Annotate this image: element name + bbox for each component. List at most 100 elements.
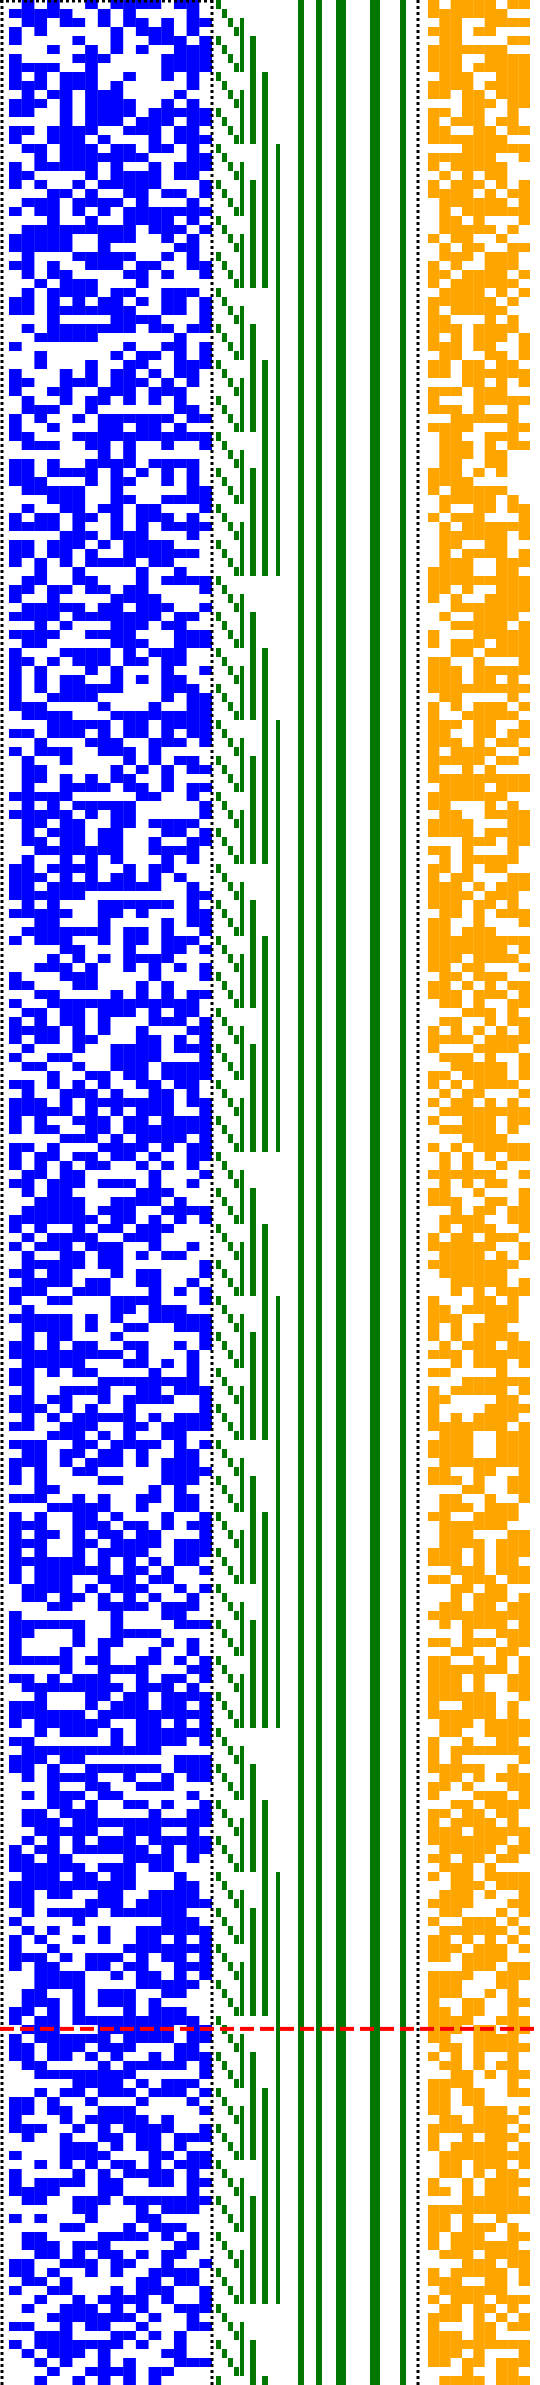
- right-bit-cell: [484, 2268, 496, 2277]
- right-bit-cell: [507, 189, 519, 198]
- middle-step-cell: [216, 1476, 221, 1485]
- right-bit-cell: [462, 2133, 474, 2142]
- right-bit-cell: [518, 1143, 530, 1152]
- left-bit-cell: [21, 1593, 35, 1602]
- left-bit-cell: [59, 288, 73, 297]
- left-bit-cell: [199, 1845, 212, 1854]
- left-bit-cell: [148, 819, 162, 828]
- left-bit-cell: [59, 1359, 73, 1368]
- left-bit-cell: [34, 279, 48, 288]
- left-bit-cell: [47, 1296, 60, 1305]
- left-bit-cell: [135, 1548, 149, 1557]
- left-bit-cell: [85, 693, 98, 702]
- left-bit-cell: [173, 1701, 187, 1710]
- left-bit-cell: [59, 486, 73, 495]
- right-bit-cell: [439, 198, 451, 207]
- left-bit-cell: [9, 2043, 22, 2052]
- right-bit-cell: [507, 1080, 519, 1089]
- middle-step-cell: [240, 828, 244, 837]
- right-bit-cell: [450, 1548, 462, 1557]
- left-bit-cell: [199, 1134, 212, 1143]
- left-bit-cell: [173, 162, 187, 171]
- right-bit-cell: [462, 1251, 474, 1260]
- middle-step-cell: [240, 981, 244, 990]
- right-bit-cell: [473, 2169, 485, 2178]
- right-bit-cell: [450, 1026, 462, 1035]
- right-bit-cell: [450, 2340, 462, 2349]
- middle-step-cell: [240, 711, 244, 720]
- left-bit-cell: [9, 1395, 22, 1404]
- middle-step-cell: [240, 2043, 244, 2052]
- middle-step-cell: [262, 423, 268, 432]
- right-bit-cell: [518, 2016, 530, 2025]
- left-bit-cell: [72, 2151, 86, 2160]
- middle-step-cell: [250, 702, 256, 711]
- left-bit-cell: [173, 1449, 187, 1458]
- left-bit-cell: [123, 1404, 136, 1413]
- left-bit-cell: [59, 2115, 73, 2124]
- left-bit-cell: [173, 2061, 187, 2070]
- left-bit-cell: [110, 1638, 124, 1647]
- middle-step-cell: [216, 216, 221, 225]
- right-bit-cell: [439, 855, 451, 864]
- left-bit-cell: [161, 2205, 174, 2214]
- left-bit-cell: [148, 1413, 162, 1422]
- middle-step-cell: [240, 846, 244, 855]
- left-bit-cell: [47, 540, 60, 549]
- left-bit-cell: [9, 423, 22, 432]
- right-bit-cell: [518, 558, 530, 567]
- right-bit-cell: [439, 72, 451, 81]
- left-bit-cell: [199, 702, 212, 711]
- left-bit-cell: [186, 1602, 200, 1611]
- right-bit-cell: [496, 864, 508, 873]
- middle-step-cell: [262, 1134, 268, 1143]
- left-bit-cell: [161, 1917, 174, 1926]
- right-bit-cell: [439, 1305, 451, 1314]
- left-bit-cell: [161, 1251, 174, 1260]
- left-bit-cell: [186, 819, 200, 828]
- middle-step-cell: [276, 1440, 280, 1449]
- left-bit-cell: [186, 1593, 200, 1602]
- middle-step-cell: [262, 999, 268, 1008]
- right-bit-cell: [507, 1683, 519, 1692]
- left-bit-cell: [123, 1836, 136, 1845]
- middle-step-cell: [262, 1881, 268, 1890]
- left-bit-cell: [123, 1341, 136, 1350]
- right-bit-cell: [450, 1764, 462, 1773]
- middle-step-cell: [228, 1350, 233, 1359]
- right-bit-cell: [496, 612, 508, 621]
- left-bit-cell: [161, 1476, 174, 1485]
- right-bit-cell: [428, 900, 440, 909]
- left-bit-cell: [110, 1872, 124, 1881]
- right-bit-cell: [462, 585, 474, 594]
- left-bit-cell: [85, 2367, 98, 2376]
- left-bit-cell: [199, 153, 212, 162]
- right-bit-cell: [428, 801, 440, 810]
- right-bit-cell: [484, 1098, 496, 1107]
- left-bit-cell: [72, 1998, 86, 2007]
- left-bit-cell: [110, 1224, 124, 1233]
- left-bit-cell: [97, 612, 111, 621]
- right-bit-cell: [428, 2295, 440, 2304]
- right-bit-cell: [462, 108, 474, 117]
- middle-step-cell: [222, 1629, 227, 1638]
- left-bit-cell: [85, 1683, 98, 1692]
- right-bit-cell: [473, 1359, 485, 1368]
- middle-step-cell: [250, 2106, 256, 2115]
- left-bit-cell: [34, 1719, 48, 1728]
- middle-step-cell: [234, 891, 239, 900]
- left-bit-cell: [34, 198, 48, 207]
- left-bit-cell: [59, 1107, 73, 1116]
- right-bit-cell: [496, 1773, 508, 1782]
- left-bit-cell: [72, 288, 86, 297]
- left-bit-cell: [47, 1557, 60, 1566]
- left-bit-cell: [72, 432, 86, 441]
- right-bit-cell: [439, 315, 451, 324]
- middle-step-cell: [262, 171, 268, 180]
- left-bit-cell: [173, 1764, 187, 1773]
- left-bit-cell: [59, 2088, 73, 2097]
- left-bit-cell: [186, 1377, 200, 1386]
- left-bit-cell: [123, 2331, 136, 2340]
- middle-step-cell: [250, 2052, 256, 2061]
- left-bit-cell: [148, 1836, 162, 1845]
